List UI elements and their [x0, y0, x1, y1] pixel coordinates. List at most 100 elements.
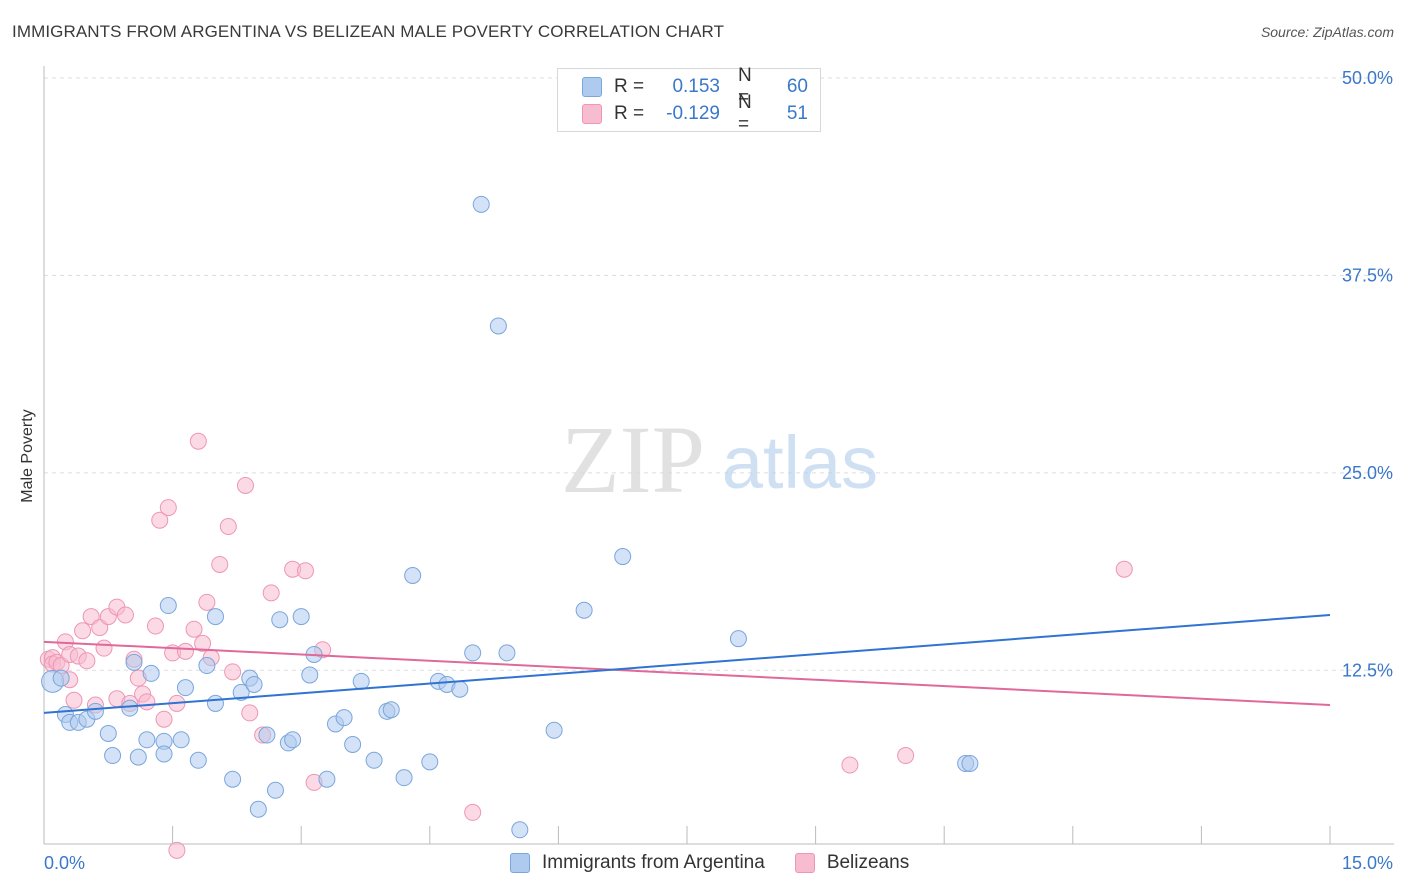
data-point-argentina: [129, 748, 147, 766]
data-point-belizeans: [464, 803, 482, 821]
data-point-argentina: [404, 567, 422, 585]
data-point-argentina: [99, 724, 117, 742]
data-point-belizeans: [116, 606, 134, 624]
r-label: R =: [614, 76, 645, 97]
data-point-belizeans: [74, 622, 92, 640]
data-point-belizeans: [65, 691, 83, 709]
series-legend: Immigrants from Argentina Belizeans: [510, 852, 939, 874]
y-tick-label: 12.5%: [1342, 660, 1393, 680]
y-tick-label: 37.5%: [1342, 265, 1393, 285]
data-point-belizeans: [95, 639, 113, 657]
source-label: Source: ZipAtlas.com: [1260, 24, 1394, 40]
data-point-belizeans: [159, 499, 177, 517]
legend-item-belizeans: Belizeans: [794, 852, 910, 874]
r-value: -0.129: [666, 103, 720, 124]
n-value: 51: [786, 103, 808, 124]
data-point-argentina: [489, 317, 507, 335]
data-point-argentina: [575, 601, 593, 619]
legend-row-argentina: R = 0.153 N = 60: [582, 65, 808, 108]
data-point-belizeans: [1115, 560, 1133, 578]
data-point-argentina: [614, 548, 632, 566]
watermark-zip: ZIP: [561, 406, 705, 513]
n-label: N =: [738, 65, 752, 108]
x-tick-label: 15.0%: [1342, 853, 1393, 873]
legend-item-argentina: Immigrants from Argentina: [510, 852, 765, 874]
data-point-belizeans: [296, 562, 314, 580]
legend-label: Immigrants from Argentina: [542, 852, 765, 873]
data-point-belizeans: [198, 593, 216, 611]
data-point-argentina: [138, 731, 156, 749]
data-point-belizeans: [897, 747, 915, 765]
y-tick-label: 25.0%: [1342, 463, 1393, 483]
data-point-argentina: [284, 731, 302, 749]
data-point-argentina: [206, 694, 224, 712]
data-point-belizeans: [194, 634, 212, 652]
data-point-argentina: [335, 709, 353, 727]
data-point-argentina: [176, 679, 194, 697]
legend-label: Belizeans: [826, 852, 910, 873]
data-point-argentina: [245, 675, 263, 693]
data-point-argentina: [421, 753, 439, 771]
data-point-argentina: [198, 657, 216, 675]
data-point-belizeans: [219, 518, 237, 536]
data-point-belizeans: [189, 432, 207, 450]
data-point-argentina: [292, 608, 310, 626]
data-point-argentina: [266, 781, 284, 799]
data-point-argentina: [395, 769, 413, 787]
data-point-belizeans: [185, 620, 203, 638]
data-point-argentina: [365, 751, 383, 769]
legend-swatch-pink: [582, 104, 602, 124]
trend-line-argentina: [43, 613, 1331, 714]
data-point-belizeans: [176, 642, 194, 660]
data-point-belizeans: [155, 710, 173, 728]
data-point-argentina: [318, 770, 336, 788]
data-point-argentina: [451, 680, 469, 698]
data-point-belizeans: [841, 756, 859, 774]
trend-lines: [43, 613, 1331, 714]
data-point-argentina: [271, 611, 289, 629]
x-tick-label: 0.0%: [44, 853, 85, 873]
correlation-legend: R = 0.153 N = 60 R = -0.129 N = 51: [557, 65, 821, 135]
r-value: 0.153: [672, 76, 720, 97]
data-point-belizeans: [262, 584, 280, 602]
data-point-argentina: [511, 821, 529, 839]
data-point-argentina: [121, 699, 139, 717]
data-point-argentina: [344, 735, 362, 753]
data-point-belizeans: [168, 841, 186, 859]
series-argentina: [41, 195, 979, 839]
legend-swatch-pink: [794, 853, 815, 873]
data-point-argentina: [301, 666, 319, 684]
legend-row-belizeans: R = -0.129 N = 51: [582, 92, 808, 135]
r-label: R =: [614, 103, 645, 124]
data-point-argentina: [142, 664, 160, 682]
data-point-belizeans: [138, 693, 156, 711]
data-point-argentina: [545, 721, 563, 739]
data-point-argentina: [155, 745, 173, 763]
legend-swatch-blue: [582, 77, 602, 97]
data-point-argentina: [382, 701, 400, 719]
axes: [43, 66, 1394, 845]
data-point-argentina: [352, 672, 370, 690]
data-point-argentina: [52, 669, 70, 687]
data-point-argentina: [172, 731, 190, 749]
trend-line-belizeans: [43, 640, 1331, 707]
data-point-belizeans: [151, 511, 169, 529]
data-point-argentina: [104, 747, 122, 765]
data-point-belizeans: [78, 652, 96, 670]
gridlines: [44, 77, 1394, 671]
data-point-argentina: [206, 608, 224, 626]
data-point-argentina: [961, 754, 979, 772]
data-point-argentina: [159, 597, 177, 615]
chart-title: IMMIGRANTS FROM ARGENTINA VS BELIZEAN MA…: [12, 22, 725, 41]
data-point-argentina: [729, 630, 747, 648]
watermark-atlas: atlas: [722, 421, 878, 504]
data-point-argentina: [224, 770, 242, 788]
data-point-argentina: [249, 800, 267, 818]
data-point-belizeans: [236, 476, 254, 494]
data-point-argentina: [86, 702, 104, 720]
data-point-belizeans: [146, 617, 164, 635]
x-tick-labels: 0.0% 15.0%: [44, 853, 1393, 873]
data-point-argentina: [125, 653, 143, 671]
data-point-belizeans: [211, 555, 229, 573]
